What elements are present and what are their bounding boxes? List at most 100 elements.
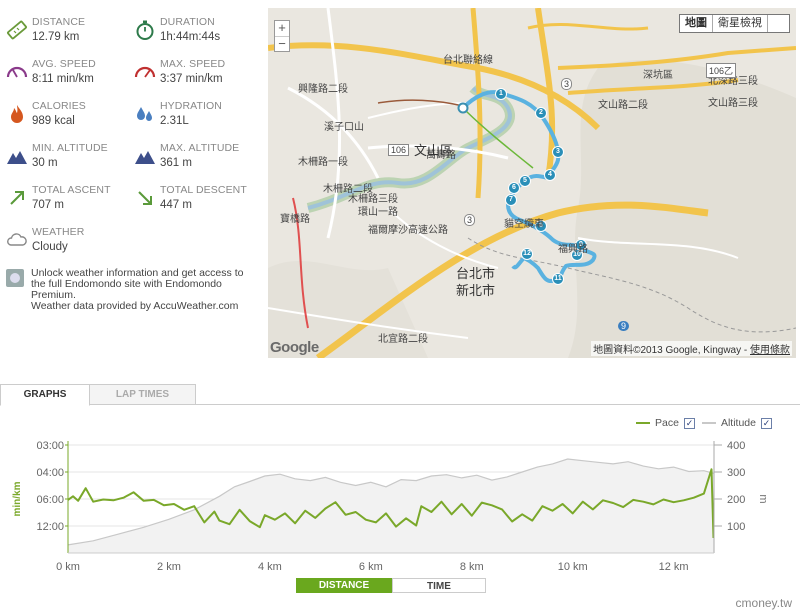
stat-value: 1h:44m:44s [160,31,221,43]
stat-avg-speed: AVG. SPEED 8:11 min/km [6,58,96,87]
stat-value: 707 m [32,199,64,211]
terms-link[interactable]: 使用條款 [750,345,790,356]
premium-upsell[interactable]: Unlock weather information and get acces… [6,268,256,312]
route-shield: 9 [618,321,630,331]
x-tick-label: 0 km [56,561,80,573]
route-marker[interactable]: 1 [495,88,507,100]
toggle-distance-button[interactable]: DISTANCE [296,578,392,593]
upsell-line: Unlock weather information and get acces… [31,267,244,279]
x-tick-label: 2 km [157,561,181,573]
stat-weather: WEATHER Cloudy [6,226,84,255]
zoom-in-button[interactable]: + [278,20,286,35]
route-marker-label: 12 [523,250,531,257]
pace-tick-label: 03:00 [36,440,64,452]
altitude-axis-title: m [757,494,769,503]
x-tick-label: 8 km [460,561,484,573]
upsell-line: Premium. [31,289,76,301]
map-label: 台北聯絡線 [443,55,493,66]
stat-label: MIN. ALTITUDE [32,142,108,154]
route-marker[interactable]: 12 [521,248,533,260]
map-zoom-control: + − [274,20,290,52]
x-tick-label: 4 km [258,561,282,573]
stopwatch-icon [134,19,156,41]
map-label: 興隆路二段 [298,84,348,95]
x-tick-label: 12 km [659,561,689,573]
route-shield: 106乙 [706,63,737,78]
stat-duration: DURATION 1h:44m:44s [134,16,220,45]
map-label: 萬壽路 [426,150,456,161]
route-map[interactable]: 1 2 3 4 5 6 7 8 9 10 11 12 台北聯絡線 北深路三段 深… [268,8,796,358]
route-marker-label: 7 [509,196,513,203]
stat-label: DISTANCE [32,16,86,28]
route-marker[interactable]: 6 [508,182,520,194]
zoom-out-button[interactable]: − [275,36,289,51]
route-marker-label: 3 [556,148,560,155]
altitude-area [68,459,714,553]
map-label: 福興路 [558,244,588,255]
stat-value: 447 m [160,199,192,211]
x-axis-toggle: DISTANCE TIME [296,578,486,593]
google-logo: Google [270,339,319,356]
water-drops-icon [134,103,156,125]
map-label: 北宜路二段 [378,334,428,345]
map-label: 文山路三段 [708,98,758,109]
route-marker-label: 11 [554,275,562,282]
stat-label: AVG. SPEED [32,58,96,70]
arrow-down-right-icon [134,187,156,209]
map-type-control: 地圖 衛星檢視 [679,14,790,33]
fullscreen-button[interactable] [767,15,789,32]
stat-value: Cloudy [32,241,68,253]
map-label: 木柵路二段 [323,184,373,195]
stat-value: 361 m [160,157,192,169]
map-type-satellite-button[interactable]: 衛星檢視 [718,17,762,29]
altitude-tick-label: 200 [727,494,745,506]
route-marker-label: 8 [539,222,543,229]
pace-series-line [67,468,715,539]
chart-tabs: GRAPHS LAP TIMES [0,384,800,406]
toggle-time-button[interactable]: TIME [392,578,486,593]
cloud-icon [6,229,28,251]
route-marker[interactable]: 10 [571,249,583,261]
x-tick-label: 6 km [359,561,383,573]
route-marker[interactable]: 4 [544,169,556,181]
workout-stats-panel: DISTANCE 12.79 km DURATION 1h:44m:44s AV… [0,0,268,372]
speedometer-icon [6,61,28,83]
route-marker[interactable]: 3 [552,146,564,158]
route-marker-label: 1 [499,90,503,97]
route-marker-label: 2 [539,109,543,116]
pace-checkbox[interactable]: ✓ [683,417,695,429]
route-shield: 3 [561,78,573,90]
map-label: 貓空纜車 [504,219,544,230]
route-marker-label: 6 [512,184,516,191]
route-marker-label: 10 [573,251,581,258]
stat-value: 3:37 min/km [160,73,223,85]
stat-value: 12.79 km [32,31,80,43]
stat-label: MAX. SPEED [160,58,226,70]
map-label: 木柵路一段 [298,157,348,168]
site-watermark: cmoney.tw [735,596,792,610]
map-canvas[interactable] [268,8,796,358]
route-marker-label: 4 [548,171,552,178]
pace-tick-label: 04:00 [36,467,64,479]
route-marker[interactable]: 5 [519,175,531,187]
arrow-up-right-icon [6,187,28,209]
tab-lap-times[interactable]: LAP TIMES [90,384,196,405]
route-marker[interactable]: 2 [535,107,547,119]
altitude-series-line [67,458,714,546]
chart-svg[interactable]: 03:00 04:00 06:00 12:00 min/km 100 200 300 400 m 0… [0,405,800,595]
route-marker[interactable]: 7 [505,194,517,206]
stat-hydration: HYDRATION 2.31L [134,100,222,129]
district-label: 文山區 [414,143,454,158]
altitude-tick-label: 100 [727,521,745,533]
legend-swatch-altitude [701,422,716,424]
map-type-map-button[interactable]: 地圖 [680,15,713,32]
stat-label: DURATION [160,16,215,28]
map-label: 環山一路 [358,207,398,218]
tab-graphs[interactable]: GRAPHS [0,384,90,406]
route-marker[interactable]: 11 [552,273,564,285]
altitude-checkbox[interactable]: ✓ [761,417,772,429]
map-label: 新北市 [456,283,496,298]
stat-calories: CALORIES 989 kcal [6,100,86,129]
pace-axis-title: min/km [12,481,23,516]
route-marker[interactable]: 8 [535,220,547,232]
